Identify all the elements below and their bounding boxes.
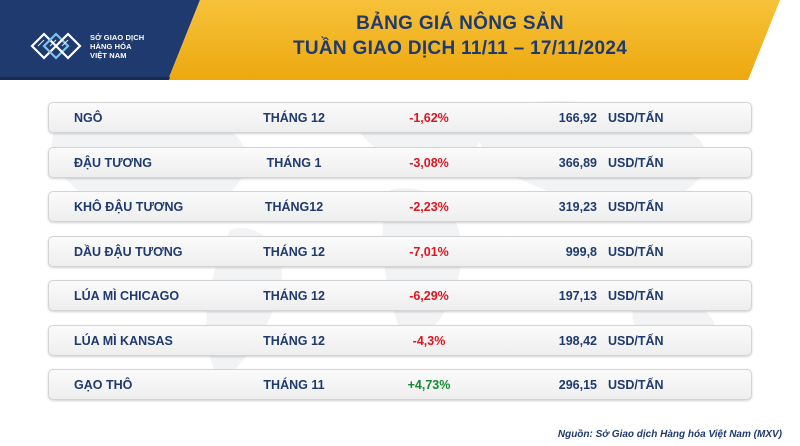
commodity-name: LÚA MÌ KANSAS bbox=[74, 333, 173, 348]
price-unit: USD/TẤN bbox=[608, 378, 664, 392]
price-unit: USD/TẤN bbox=[608, 333, 664, 348]
price-change: -1,62% bbox=[409, 111, 449, 125]
table-row-wheat-kansas: LÚA MÌ KANSAS THÁNG 12 -4,3% 198,42 USD/… bbox=[48, 324, 752, 356]
commodity-name: GẠO THÔ bbox=[74, 378, 133, 392]
contract-month: THÁNG 1 bbox=[266, 155, 322, 170]
price-change: -6,29% bbox=[409, 289, 449, 303]
price-change: +4,73% bbox=[407, 378, 451, 392]
commodity-name: NGÔ bbox=[74, 111, 103, 125]
commodity-name: DẦU ĐẬU TƯƠNG bbox=[74, 244, 183, 259]
contract-month: THÁNG 12 bbox=[263, 244, 325, 259]
commodity-name: LÚA MÌ CHICAGO bbox=[74, 289, 180, 303]
table-row-rough-rice: GẠO THÔ THÁNG 11 +4,73% 296,15 USD/TẤN bbox=[48, 369, 752, 400]
contract-month: THÁNG 12 bbox=[263, 289, 325, 303]
exchange-logo: SỞ GIAO DỊCH HÀNG HÓA VIỆT NAM bbox=[28, 26, 168, 66]
price-value: 197,13 bbox=[558, 289, 597, 303]
price-value: 198,42 bbox=[558, 333, 597, 348]
price-change: -7,01% bbox=[409, 244, 449, 259]
price-unit: USD/TẤN bbox=[608, 111, 664, 125]
price-unit: USD/TẤN bbox=[608, 244, 664, 259]
logo-line-3: VIỆT NAM bbox=[90, 50, 127, 60]
table-row-wheat-chicago: LÚA MÌ CHICAGO THÁNG 12 -6,29% 197,13 US… bbox=[48, 280, 752, 311]
price-value: 319,23 bbox=[558, 200, 597, 214]
price-change: -4,3% bbox=[412, 333, 446, 348]
title-line-1: BẢNG GIÁ NÔNG SẢN bbox=[356, 13, 564, 34]
price-change: -2,23% bbox=[409, 200, 449, 214]
title-line-2: TUẦN GIAO DỊCH 11/11 – 17/11/2024 bbox=[292, 38, 628, 59]
price-unit: USD/TẤN bbox=[608, 155, 664, 170]
table-row-soybean-meal: KHÔ ĐẬU TƯƠNG THÁNG12 -2,23% 319,23 USD/… bbox=[48, 191, 752, 222]
contract-month: THÁNG 12 bbox=[263, 111, 325, 125]
commodity-name: ĐẬU TƯƠNG bbox=[74, 155, 152, 170]
table-row-corn: NGÔ THÁNG 12 -1,62% 166,92 USD/TẤN bbox=[48, 102, 752, 133]
table-row-soybean-oil: DẦU ĐẬU TƯƠNG THÁNG 12 -7,01% 999,8 USD/… bbox=[48, 235, 752, 267]
price-value: 366,89 bbox=[558, 155, 597, 170]
logo-line-2: HÀNG HÓA bbox=[90, 41, 132, 51]
table-row-soybean: ĐẬU TƯƠNG THÁNG 1 -3,08% 366,89 USD/TẤN bbox=[48, 146, 752, 178]
logo-text: SỞ GIAO DỊCH HÀNG HÓA VIỆT NAM bbox=[90, 33, 144, 60]
price-unit: USD/TẤN bbox=[608, 289, 664, 303]
contract-month: THÁNG 11 bbox=[263, 378, 325, 392]
page-title: BẢNG GIÁ NÔNG SẢN TUẦN GIAO DỊCH 11/11 –… bbox=[180, 12, 740, 62]
header-band bbox=[0, 0, 780, 80]
price-value: 999,8 bbox=[565, 244, 597, 259]
price-table: NGÔ THÁNG 12 -1,62% 166,92 USD/TẤN ĐẬU T… bbox=[48, 102, 752, 414]
source-note: Nguồn: Sở Giao dịch Hàng hóa Việt Nam (M… bbox=[557, 429, 782, 440]
commodity-name: KHÔ ĐẬU TƯƠNG bbox=[74, 200, 184, 214]
price-value: 166,92 bbox=[558, 111, 597, 125]
logo-line-1: SỞ GIAO DỊCH bbox=[90, 32, 145, 42]
contract-month: THÁNG12 bbox=[264, 200, 324, 214]
logo-mark-icon bbox=[30, 32, 82, 60]
contract-month: THÁNG 12 bbox=[263, 333, 325, 348]
price-value: 296,15 bbox=[558, 378, 597, 392]
price-change: -3,08% bbox=[409, 155, 449, 170]
price-unit: USD/TẤN bbox=[608, 200, 664, 214]
header: SỞ GIAO DỊCH HÀNG HÓA VIỆT NAM BẢNG GIÁ … bbox=[0, 0, 800, 80]
